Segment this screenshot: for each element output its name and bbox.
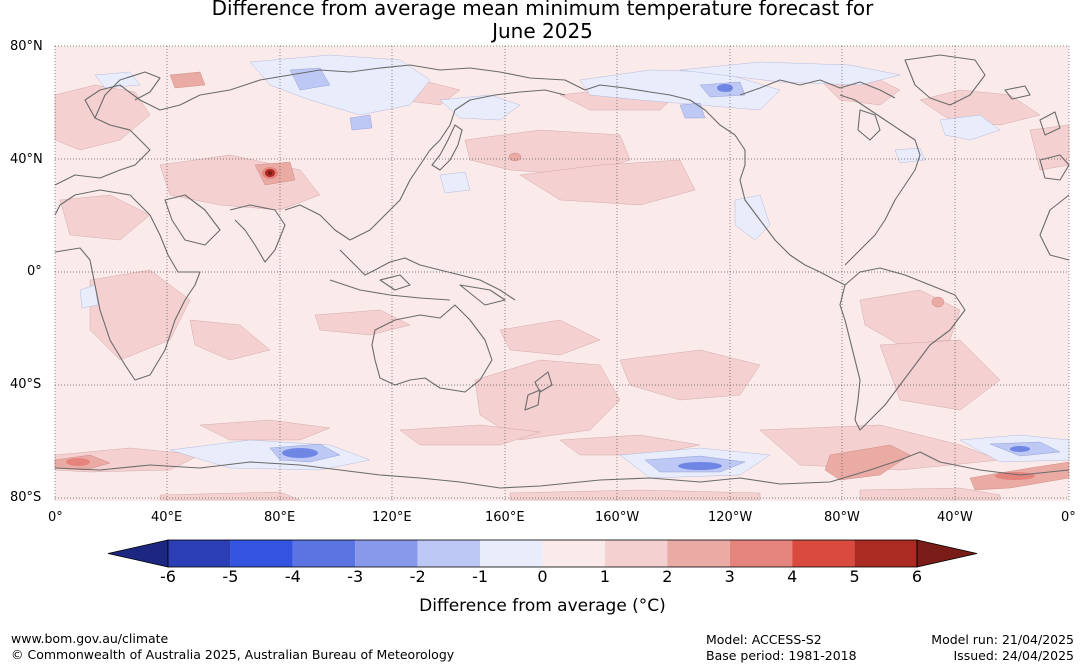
coast-africa [54,189,201,381]
colorbar-tick-label: 0 [537,567,548,586]
lat-label-80n: 80°N [10,39,43,54]
colorbar-tick-label: 1 [599,567,610,586]
colorbar-tick-label: -3 [347,567,364,586]
lon-label-80w: 80°W [824,510,860,525]
coast-scandinavia [94,71,161,119]
anomaly-positive-2-3 [54,71,1070,491]
colorbar-tick-label: 5 [849,567,860,586]
lon-label-120e: 120°E [372,510,412,525]
lat-label-40s: 40°S [10,377,42,392]
colorbar-outline [167,539,918,568]
coast-arabia [164,194,221,246]
lon-label-160e: 160°E [485,510,525,525]
coastlines [54,54,1070,489]
coast-northamerica-east [839,94,921,266]
colorbar-tick-label: -4 [284,567,301,586]
colorbar-extend-high [916,539,978,568]
anomaly-negative-2-3 [282,84,1030,470]
lat-label-80s: 80°S [10,490,42,505]
lon-label-160w: 160°W [595,510,640,525]
coast-europe [54,84,201,186]
coast-hudson [857,109,881,141]
colorbar-tick-label: -6 [160,567,176,586]
footer-website[interactable]: www.bom.gov.au/climate [11,631,169,646]
coast-iberia [1039,154,1070,181]
colorbar-tick-label: -1 [472,567,489,586]
coast-greenland [904,54,986,106]
coast-alaska [584,84,736,136]
colorbar-swatch [480,540,543,567]
colorbar-swatch [604,540,668,567]
coast-india [229,204,286,263]
coast-australia [371,304,493,393]
colorbar [107,539,978,568]
lat-label-40n: 40°N [10,152,43,167]
footer-model: Model: ACCESS-S2 [706,632,822,647]
coast-indonesia [329,274,506,306]
lat-label-equator: 0° [27,264,42,279]
colorbar-swatch [230,540,293,567]
graticule [54,45,1070,500]
coast-westafrica [1039,194,1070,261]
lon-label-80e: 80°E [264,510,296,525]
colorbar-swatch [168,540,231,567]
colorbar-label: Difference from average (°C) [419,596,666,616]
coast-southamerica [839,267,966,431]
coast-seasia [339,249,516,301]
coast-newzealand [524,371,553,411]
coast-arctic-canada [739,79,896,99]
coast-japan [431,124,463,171]
footer-model-run: Model run: 21/04/2025 [931,632,1074,647]
lon-label-40e: 40°E [151,510,183,525]
colorbar-swatch [854,540,917,567]
map-title-line-1: Difference from average mean minimum tem… [211,0,874,20]
colorbar-tick-label: 4 [787,567,798,586]
colorbar-swatch [417,540,481,567]
colorbar-swatch [355,540,418,567]
coast-asia-east [284,89,566,241]
footer-issued: Issued: 24/04/2025 [953,648,1075,663]
colorbar-swatch [542,540,605,567]
colorbar-extend-low [107,539,169,568]
anomaly-hotspot [265,169,275,177]
colorbar-tick-label: 3 [724,567,735,586]
coast-iceland [1004,85,1031,100]
colorbar-tick-label: -5 [222,567,239,586]
colorbar-tick-label: 6 [911,567,923,586]
coast-siberia [199,64,586,96]
colorbar-tick-label: 2 [662,567,673,586]
lon-label-40w: 40°W [937,510,973,525]
colorbar-swatch [292,540,356,567]
footer-base-period: Base period: 1981-2018 [706,648,857,663]
footer-copyright: © Commonwealth of Australia 2025, Austra… [11,647,455,662]
map-title-line-2: June 2025 [492,19,593,43]
coast-antarctica [54,451,1070,489]
lon-label-0-right: 0° [1061,510,1076,525]
lon-label-0-left: 0° [48,510,63,525]
colorbar-swatch [667,540,730,567]
colorbar-swatch [792,540,855,567]
coast-uk [1039,111,1061,136]
coast-northamerica-west [734,134,846,286]
colorbar-tick-label: -2 [409,567,426,586]
lon-label-120w: 120°W [708,510,753,525]
colorbar-swatch [729,540,793,567]
